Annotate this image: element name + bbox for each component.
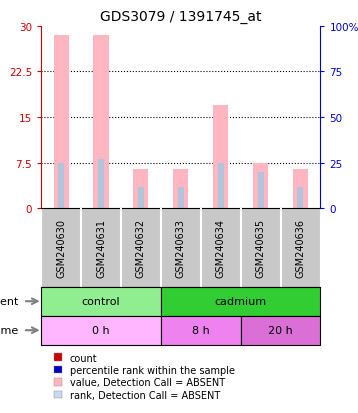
Text: GSM240634: GSM240634	[216, 218, 226, 277]
Text: 20 h: 20 h	[268, 325, 293, 335]
Bar	[133, 169, 149, 209]
Text: GSM240636: GSM240636	[295, 218, 305, 277]
Text: agent: agent	[0, 297, 19, 306]
Title: GDS3079 / 1391745_at: GDS3079 / 1391745_at	[100, 10, 262, 24]
Bar	[293, 169, 308, 209]
Bar	[98, 160, 104, 209]
Text: GSM240633: GSM240633	[176, 218, 186, 277]
Text: GSM240631: GSM240631	[96, 218, 106, 277]
Bar	[178, 188, 184, 209]
Bar	[41, 316, 161, 345]
Bar	[93, 36, 108, 209]
Legend: count, percentile rank within the sample, value, Detection Call = ABSENT, rank, : count, percentile rank within the sample…	[53, 352, 236, 401]
Text: GSM240632: GSM240632	[136, 218, 146, 277]
Bar	[253, 163, 268, 209]
Bar	[58, 163, 64, 209]
Bar	[161, 287, 320, 316]
Bar	[218, 163, 224, 209]
Bar	[54, 36, 69, 209]
Bar	[257, 172, 263, 209]
Bar	[297, 188, 304, 209]
Text: GSM240635: GSM240635	[256, 218, 266, 277]
Bar	[241, 316, 320, 345]
Text: control: control	[82, 297, 120, 306]
Bar	[161, 316, 241, 345]
Bar	[41, 287, 161, 316]
Bar	[138, 188, 144, 209]
Text: 8 h: 8 h	[192, 325, 210, 335]
Text: 0 h: 0 h	[92, 325, 110, 335]
Text: time: time	[0, 325, 19, 335]
Bar	[213, 106, 228, 209]
Text: cadmium: cadmium	[214, 297, 267, 306]
Bar	[173, 169, 188, 209]
Text: GSM240630: GSM240630	[56, 218, 66, 277]
